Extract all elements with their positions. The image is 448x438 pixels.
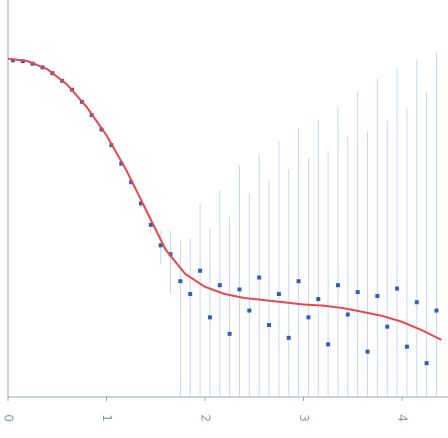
plot-area bbox=[8, 52, 442, 397]
data-point bbox=[355, 290, 360, 295]
data-point bbox=[385, 324, 390, 329]
data-point bbox=[198, 268, 203, 273]
data-point bbox=[257, 275, 262, 280]
x-tick-label: 2 bbox=[199, 414, 213, 422]
data-point bbox=[395, 286, 400, 291]
data-point bbox=[119, 161, 124, 166]
data-point bbox=[306, 315, 311, 320]
data-point bbox=[267, 323, 272, 328]
x-tick-label: 0 bbox=[2, 414, 16, 422]
data-point bbox=[178, 279, 183, 284]
data-point bbox=[296, 279, 301, 284]
data-point bbox=[148, 222, 153, 227]
data-point bbox=[286, 335, 291, 340]
data-point bbox=[237, 287, 242, 292]
x-tick-label: 1 bbox=[100, 414, 114, 422]
data-point bbox=[158, 243, 163, 248]
data-point bbox=[188, 292, 193, 297]
data-point bbox=[365, 349, 370, 354]
x-tick-label: 3 bbox=[297, 414, 311, 422]
data-point bbox=[424, 361, 429, 366]
data-point bbox=[207, 315, 212, 320]
data-point bbox=[316, 297, 321, 302]
data-point bbox=[414, 300, 419, 305]
data-point bbox=[375, 293, 380, 298]
data-point bbox=[326, 342, 331, 347]
data-point bbox=[217, 283, 222, 288]
fit-line bbox=[8, 57, 442, 341]
x-tick-label: 4 bbox=[396, 414, 410, 422]
data-point bbox=[138, 201, 143, 206]
data-point bbox=[129, 180, 134, 185]
data-point bbox=[434, 308, 439, 313]
data-point bbox=[335, 283, 340, 288]
data-point bbox=[345, 312, 350, 317]
data-point bbox=[247, 308, 252, 313]
data-point bbox=[227, 331, 232, 336]
data-point bbox=[404, 344, 409, 349]
data-point bbox=[276, 292, 281, 297]
